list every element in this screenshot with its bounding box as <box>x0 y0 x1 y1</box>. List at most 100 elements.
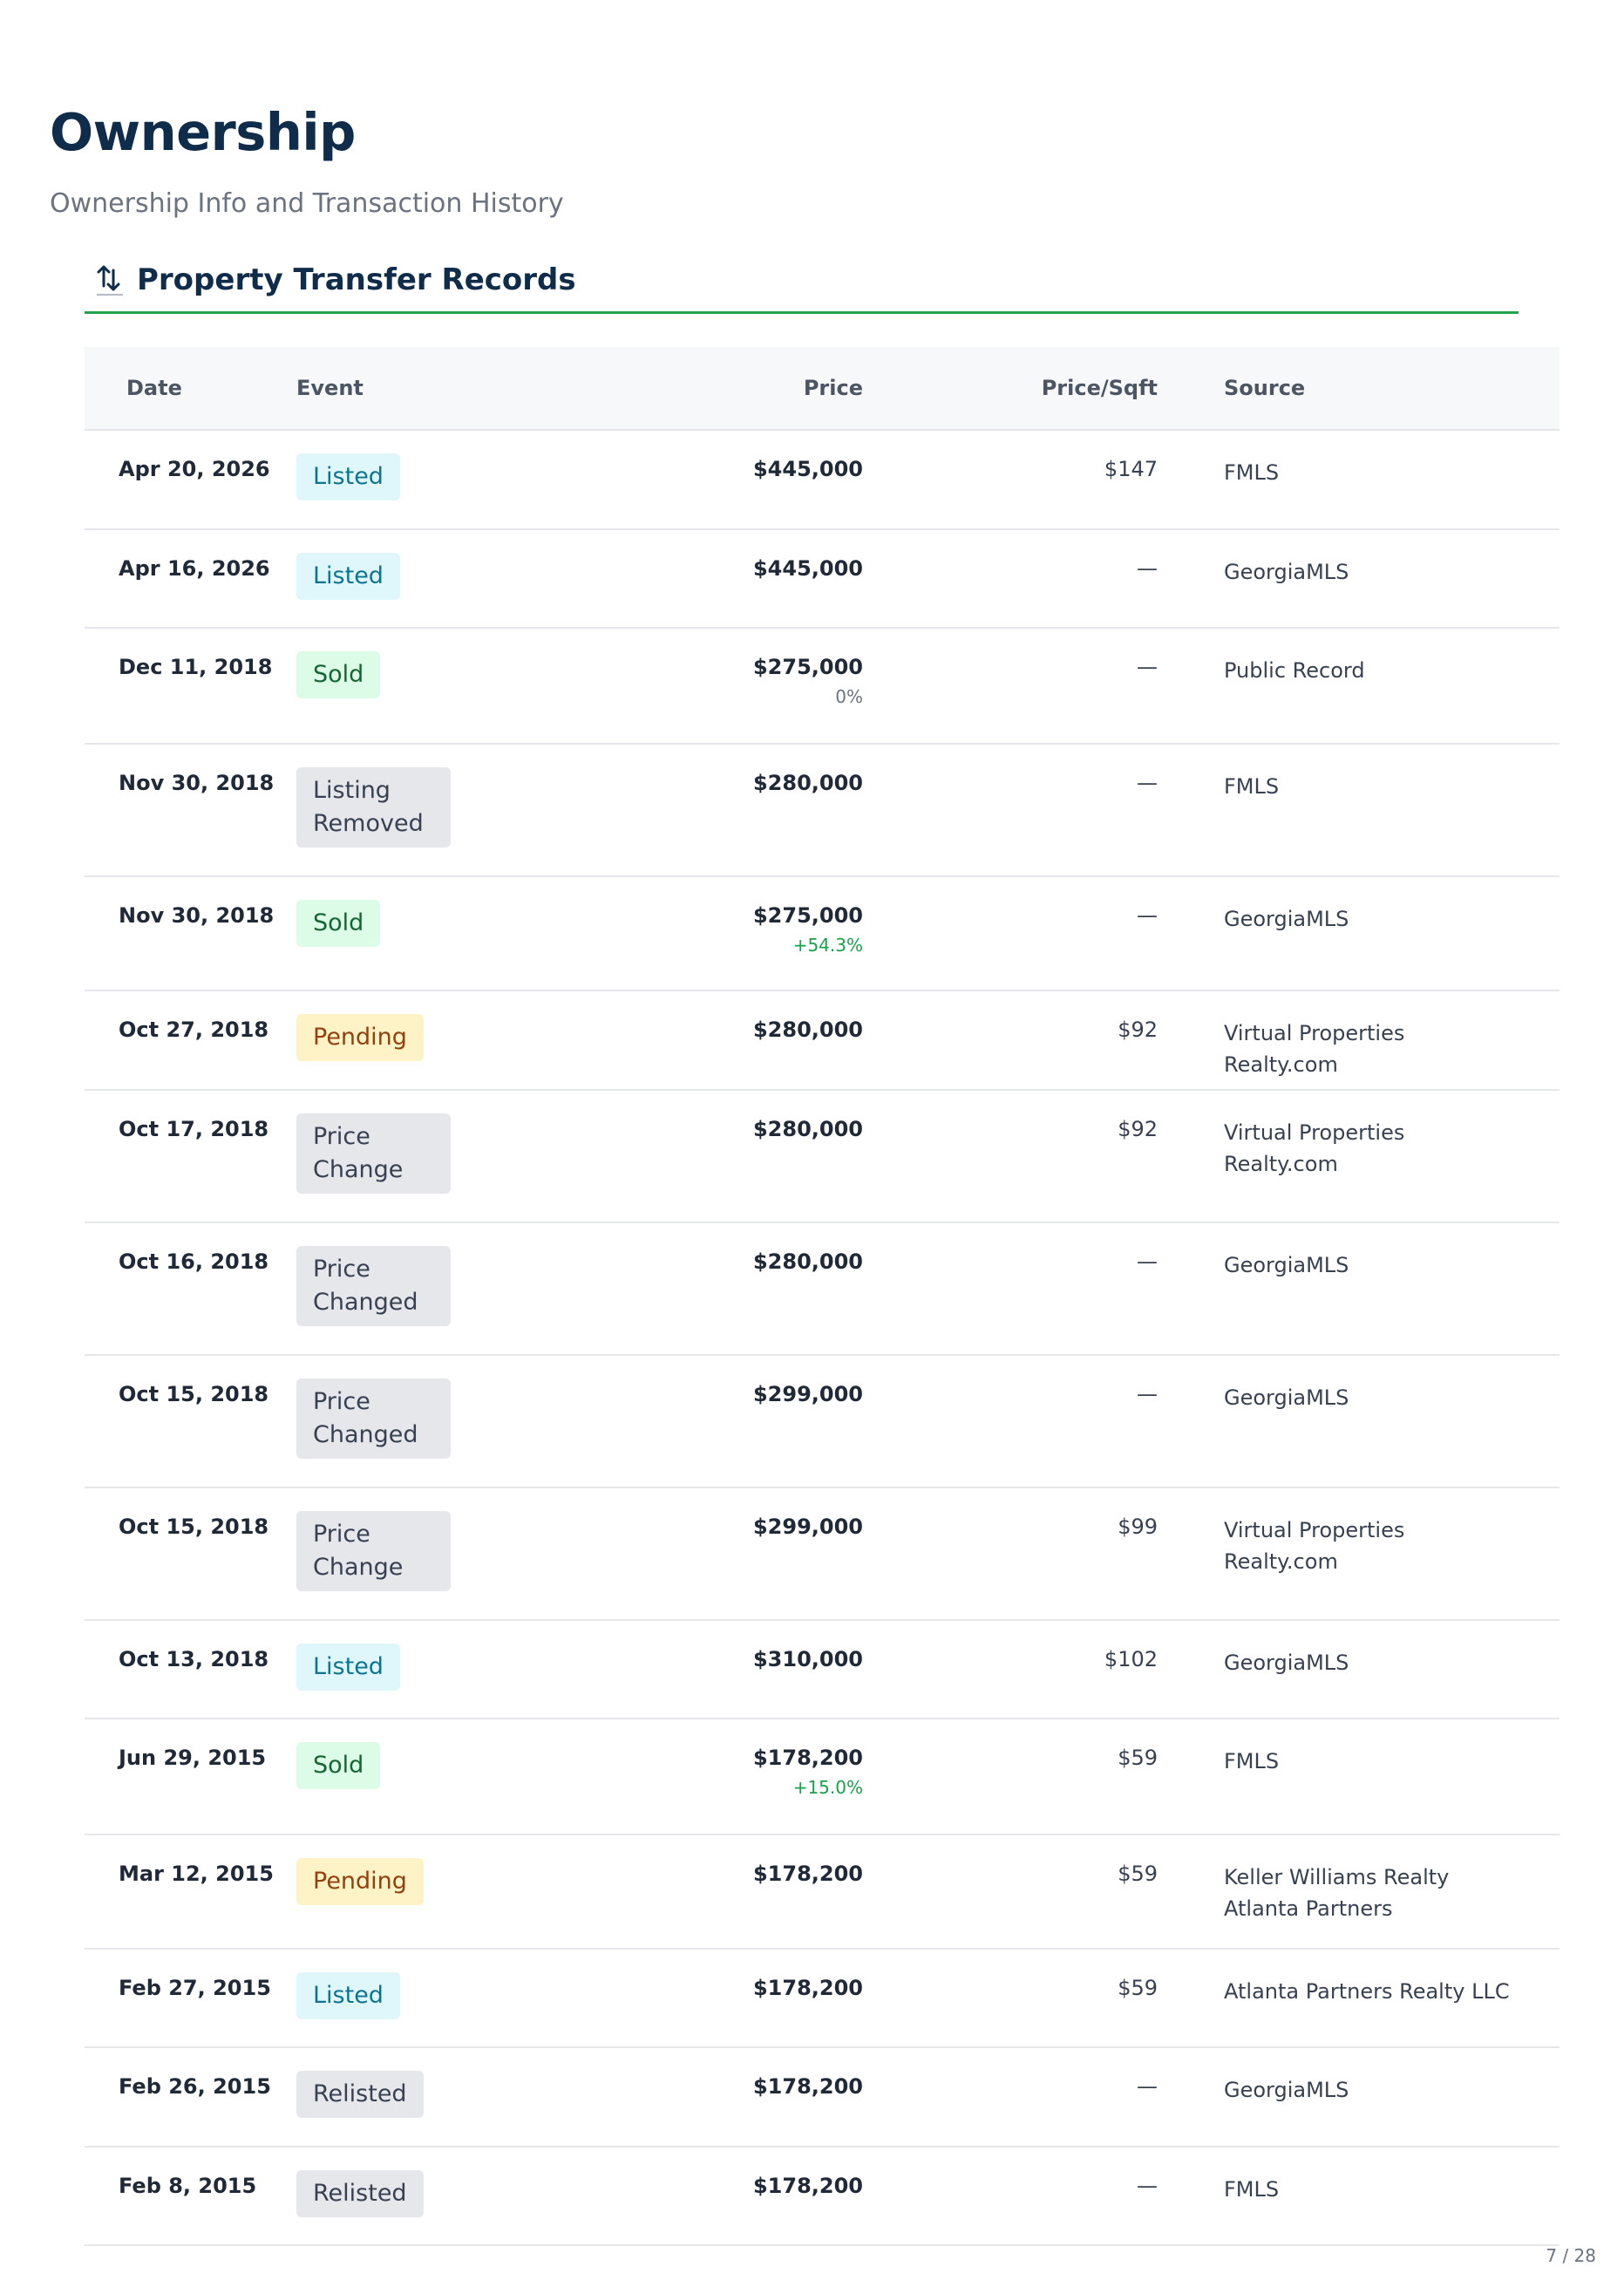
row-source: FMLS <box>1158 2147 1559 2246</box>
row-price: $178,200 +15.0% <box>527 1719 863 1835</box>
row-source: Keller Williams Realty Atlanta Partners <box>1158 1835 1559 1950</box>
event-badge: Relisted <box>296 2170 424 2217</box>
row-date: Nov 30, 2018 <box>85 876 296 991</box>
row-price: $280,000 <box>527 1090 863 1223</box>
row-date: Mar 12, 2015 <box>85 1835 296 1950</box>
row-date: Oct 15, 2018 <box>85 1355 296 1488</box>
table-header-row: Date Event Price Price/Sqft Source <box>85 347 1559 431</box>
row-source: Virtual Properties Realty.com <box>1158 1487 1559 1621</box>
row-event: Listed <box>296 1949 527 2048</box>
price-value: $445,000 <box>752 457 863 481</box>
row-date: Oct 17, 2018 <box>85 1090 296 1223</box>
row-price: $280,000 <box>527 990 863 1091</box>
row-price: $445,000 <box>527 529 863 629</box>
table-row: Apr 20, 2026 Listed $445,000 $147 FMLS <box>85 430 1559 530</box>
row-price: $178,200 <box>527 2147 863 2246</box>
row-price: $299,000 <box>527 1355 863 1488</box>
header-price: Price <box>527 347 863 431</box>
header-source: Source <box>1158 347 1559 431</box>
price-value: $178,200 <box>752 1862 863 1886</box>
row-price-sqft: $92 <box>863 990 1158 1091</box>
row-event: Price Changed <box>296 1355 527 1488</box>
row-source: Atlanta Partners Realty LLC <box>1158 1949 1559 2048</box>
event-badge: Pending <box>296 1014 424 1061</box>
price-value: $178,200 <box>752 2174 863 2198</box>
row-event: Sold <box>296 628 527 745</box>
row-event: Pending <box>296 990 527 1091</box>
row-price: $445,000 <box>527 430 863 530</box>
row-date: Dec 11, 2018 <box>85 628 296 745</box>
page-subtitle: Ownership Info and Transaction History <box>50 188 564 219</box>
row-event: Price Change <box>296 1487 527 1621</box>
event-badge: Listed <box>296 1644 400 1691</box>
row-event: Listing Removed <box>296 744 527 877</box>
row-price-sqft: — <box>863 744 1158 877</box>
row-date: Apr 16, 2026 <box>85 529 296 629</box>
event-badge: Pending <box>296 1858 424 1905</box>
table-row: Nov 30, 2018 Listing Removed $280,000— FMLS <box>85 744 1559 877</box>
row-date: Feb 8, 2015 <box>85 2147 296 2246</box>
row-price: $275,000 0% <box>527 628 863 745</box>
event-badge: Price Changed <box>296 1378 451 1459</box>
event-badge: Listing Removed <box>296 767 451 847</box>
table-row: Oct 15, 2018 Price Change $299,000 $99 Virtu… <box>85 1487 1559 1621</box>
row-price: $280,000 <box>527 744 863 877</box>
price-value: $299,000 <box>752 1515 863 1539</box>
event-badge: Listed <box>296 553 400 600</box>
row-price: $299,000 <box>527 1487 863 1621</box>
row-source: GeorgiaMLS <box>1158 2047 1559 2148</box>
row-date: Nov 30, 2018 <box>85 744 296 877</box>
row-source: GeorgiaMLS <box>1158 876 1559 991</box>
event-badge: Price Change <box>296 1113 451 1194</box>
row-date: Feb 26, 2015 <box>85 2047 296 2148</box>
event-badge: Price Changed <box>296 1246 451 1326</box>
row-source: FMLS <box>1158 430 1559 530</box>
section-header: Property Transfer Records <box>85 253 1519 314</box>
section-title: Property Transfer Records <box>137 262 576 297</box>
row-price-sqft: $59 <box>863 1949 1158 2048</box>
row-event: Price Change <box>296 1090 527 1223</box>
row-event: Pending <box>296 1835 527 1950</box>
price-value: $178,200 <box>752 2074 863 2099</box>
row-price-sqft: — <box>863 1222 1158 1356</box>
row-price-sqft: $99 <box>863 1487 1158 1621</box>
row-date: Apr 20, 2026 <box>85 430 296 530</box>
row-price: $178,200 <box>527 1835 863 1950</box>
row-price: $310,000 <box>527 1620 863 1719</box>
row-event: Relisted <box>296 2147 527 2246</box>
row-price: $178,200 <box>527 1949 863 2048</box>
transfer-records-table: Date Event Price Price/Sqft Source Apr 2… <box>85 347 1559 2246</box>
row-price-sqft: $59 <box>863 1835 1158 1950</box>
table-row: Dec 11, 2018 Sold $275,000 0% — Public Record <box>85 628 1559 745</box>
header-event: Event <box>296 347 527 431</box>
row-price: $178,200 <box>527 2047 863 2148</box>
row-date: Oct 15, 2018 <box>85 1487 296 1621</box>
event-badge: Sold <box>296 651 381 698</box>
page-title: Ownership <box>50 102 356 162</box>
table-row: Apr 16, 2026 Listed $445,000— GeorgiaMLS <box>85 529 1559 629</box>
row-event: Listed <box>296 529 527 629</box>
header-price-sqft: Price/Sqft <box>863 347 1158 431</box>
row-price-sqft: — <box>863 876 1158 991</box>
table-row: Oct 17, 2018 Price Change $280,000 $92 Virtu… <box>85 1090 1559 1223</box>
event-badge: Listed <box>296 453 400 500</box>
row-source: GeorgiaMLS <box>1158 1620 1559 1719</box>
row-event: Listed <box>296 1620 527 1719</box>
row-event: Price Changed <box>296 1222 527 1356</box>
row-price: $280,000 <box>527 1222 863 1356</box>
price-value: $310,000 <box>752 1647 863 1671</box>
row-event: Listed <box>296 430 527 530</box>
event-badge: Listed <box>296 1972 400 2019</box>
row-date: Jun 29, 2015 <box>85 1719 296 1835</box>
event-badge: Price Change <box>296 1511 451 1591</box>
price-value: $299,000 <box>752 1382 863 1406</box>
row-source: Public Record <box>1158 628 1559 745</box>
row-price-sqft: — <box>863 1355 1158 1488</box>
row-price-sqft: — <box>863 2147 1158 2246</box>
price-value: $280,000 <box>752 1249 863 1274</box>
transfer-arrows-icon <box>97 265 123 296</box>
table-row: Oct 15, 2018 Price Changed $299,000— Georgi… <box>85 1355 1559 1488</box>
row-date: Oct 13, 2018 <box>85 1620 296 1719</box>
price-value: $445,000 <box>752 556 863 581</box>
table-row: Oct 27, 2018 Pending $280,000 $92 Virtual Pr… <box>85 990 1559 1091</box>
